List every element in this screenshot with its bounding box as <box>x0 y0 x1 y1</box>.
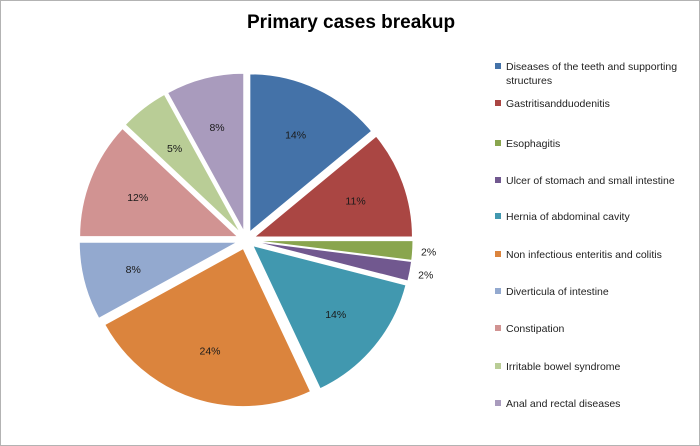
legend-swatch <box>495 213 501 219</box>
legend-swatch <box>495 400 501 406</box>
slice-value-label-2: 11% <box>345 196 365 208</box>
slice-value-label-10: 8% <box>209 122 224 134</box>
pie-slice-3 <box>254 240 414 261</box>
legend-label: Irritable bowel syndrome <box>506 361 621 373</box>
slice-value-label-8: 12% <box>127 192 148 204</box>
legend-swatch <box>495 363 501 369</box>
pie-slice-8 <box>79 127 239 238</box>
legend-swatch <box>495 63 501 69</box>
slice-value-label-6: 24% <box>200 346 221 358</box>
legend-label: Hernia of abdominal cavity <box>506 211 630 223</box>
slice-value-label-3: 2% <box>421 246 436 258</box>
slice-value-label-5: 14% <box>325 309 346 321</box>
legend-label: Anal and rectal diseases <box>506 398 621 410</box>
legend-label: Diverticula of intestine <box>506 286 609 298</box>
legend-swatch <box>495 325 501 331</box>
legend-label: Esophagitis <box>506 138 561 150</box>
pie-slice-9 <box>124 93 241 234</box>
slice-value-label-4: 2% <box>418 269 433 281</box>
slice-value-label-9: 5% <box>167 143 182 155</box>
legend-label: Diseases of the teeth and supporting str… <box>506 61 678 87</box>
pie-slice-6 <box>104 247 312 408</box>
slice-value-label-7: 8% <box>126 264 141 276</box>
pie-slice-1 <box>249 73 373 233</box>
pie-slice-5 <box>252 244 407 390</box>
pie-slice-7 <box>78 241 238 320</box>
legend-label: Constipation <box>506 323 565 335</box>
pie-slice-10 <box>166 72 245 232</box>
legend-swatch <box>495 140 501 146</box>
chart-title: Primary cases breakup <box>247 12 456 33</box>
legend-swatch <box>495 100 501 106</box>
slice-value-label-1: 14% <box>285 130 306 142</box>
legend-label: Ulcer of stomach and small intestine <box>506 175 675 187</box>
legend-swatch <box>495 177 501 183</box>
legend-label: Gastritisandduodenitis <box>506 98 610 110</box>
legend-swatch <box>495 288 501 294</box>
pie-slice-4 <box>254 241 413 282</box>
legend-swatch <box>495 251 501 257</box>
pie-slice-2 <box>253 135 413 238</box>
legend-label: Non infectious enteritis and colitis <box>506 249 662 261</box>
